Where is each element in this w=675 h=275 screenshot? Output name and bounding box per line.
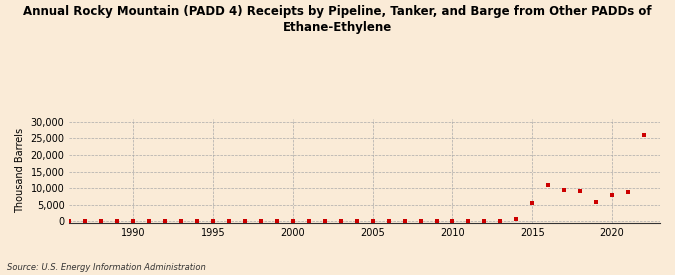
Point: [80, 219, 90, 224]
Point: [112, 219, 123, 224]
Point: [639, 133, 649, 137]
Point: [288, 219, 298, 224]
Point: [495, 219, 506, 223]
Point: [223, 219, 234, 224]
Point: [160, 219, 171, 224]
Point: [559, 188, 570, 192]
Point: [607, 193, 618, 197]
Point: [256, 219, 267, 224]
Point: [271, 219, 282, 224]
Point: [176, 219, 186, 224]
Point: [144, 219, 155, 224]
Point: [399, 219, 410, 224]
Point: [128, 219, 138, 224]
Text: Source: U.S. Energy Information Administration: Source: U.S. Energy Information Administ…: [7, 263, 205, 272]
Point: [575, 189, 586, 193]
Point: [319, 219, 330, 224]
Point: [415, 219, 426, 224]
Point: [367, 219, 378, 224]
Point: [192, 219, 202, 224]
Point: [304, 219, 315, 224]
Point: [351, 219, 362, 224]
Point: [511, 217, 522, 222]
Point: [208, 219, 219, 224]
Point: [479, 219, 490, 224]
Text: Annual Rocky Mountain (PADD 4) Receipts by Pipeline, Tanker, and Barge from Othe: Annual Rocky Mountain (PADD 4) Receipts …: [23, 6, 652, 34]
Point: [447, 219, 458, 224]
Point: [463, 219, 474, 224]
Point: [383, 219, 394, 224]
Point: [335, 219, 346, 224]
Point: [431, 219, 442, 224]
Point: [96, 219, 107, 224]
Point: [543, 183, 554, 187]
Point: [64, 219, 75, 224]
Point: [527, 201, 538, 205]
Point: [591, 200, 601, 204]
Y-axis label: Thousand Barrels: Thousand Barrels: [15, 128, 25, 213]
Point: [240, 219, 250, 224]
Point: [622, 189, 633, 194]
